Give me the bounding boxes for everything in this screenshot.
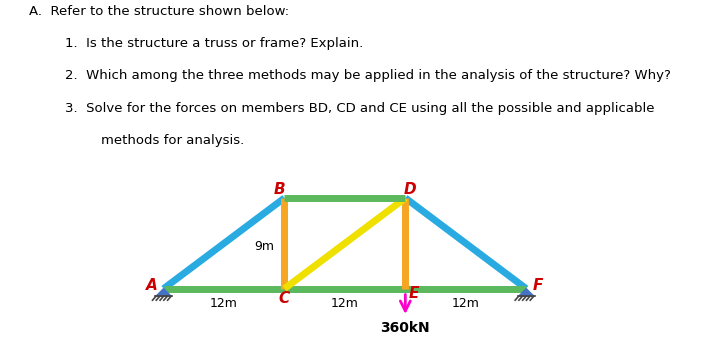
Text: B: B bbox=[274, 182, 285, 197]
Text: D: D bbox=[404, 182, 417, 197]
Text: 3.  Solve for the forces on members BD, CD and CE using all the possible and app: 3. Solve for the forces on members BD, C… bbox=[65, 102, 654, 115]
Text: 9m: 9m bbox=[254, 240, 274, 253]
Text: A: A bbox=[145, 278, 158, 293]
Polygon shape bbox=[156, 288, 171, 296]
Text: 12m: 12m bbox=[331, 297, 359, 310]
Text: E: E bbox=[408, 286, 418, 301]
Text: 1.  Is the structure a truss or frame? Explain.: 1. Is the structure a truss or frame? Ex… bbox=[65, 37, 363, 50]
Text: 12m: 12m bbox=[210, 297, 238, 310]
Text: 360kN: 360kN bbox=[380, 321, 430, 335]
Text: A.  Refer to the structure shown below:: A. Refer to the structure shown below: bbox=[29, 5, 289, 18]
Text: 12m: 12m bbox=[452, 297, 480, 310]
Polygon shape bbox=[518, 288, 534, 296]
Text: F: F bbox=[533, 278, 544, 293]
Text: methods for analysis.: methods for analysis. bbox=[101, 134, 244, 147]
Text: 2.  Which among the three methods may be applied in the analysis of the structur: 2. Which among the three methods may be … bbox=[65, 69, 670, 82]
Text: C: C bbox=[279, 291, 290, 306]
